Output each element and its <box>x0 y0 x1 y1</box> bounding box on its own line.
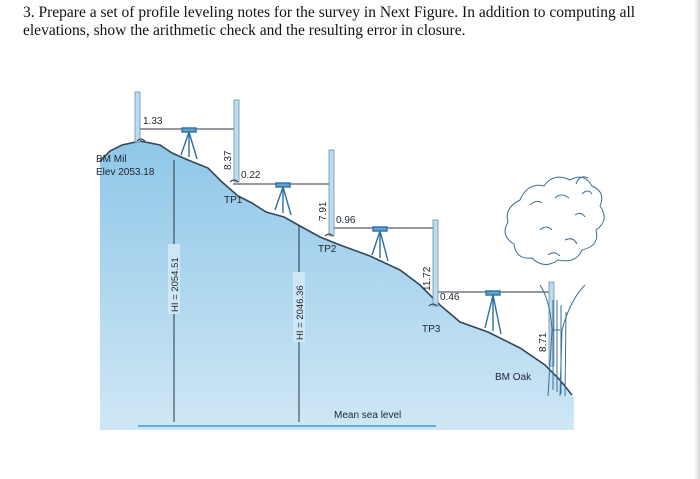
reading-bs1: 1.33 <box>143 116 163 127</box>
label-tp2: TP2 <box>318 244 337 255</box>
label-tp3: TP3 <box>422 324 441 335</box>
label-tp1: TP1 <box>224 195 243 206</box>
reading-fs2: 7.91 <box>318 201 329 221</box>
reading-fs3: 11.72 <box>422 266 433 291</box>
level-instrument-4 <box>484 290 502 335</box>
oak-tree-illustration <box>504 176 605 397</box>
label-bm-oak: BM Oak <box>495 372 532 383</box>
ground-line <box>99 140 573 396</box>
level-instrument-3 <box>371 226 389 262</box>
page-edge-shadow <box>694 0 700 479</box>
reading-bs2: 0.22 <box>241 170 261 181</box>
rod-tp3-fs <box>432 219 439 307</box>
label-bm-mil: BM Mil <box>96 154 127 165</box>
label-hi-1: HI = 2054.51 <box>170 257 181 312</box>
turning-point-markers <box>136 138 438 307</box>
rod-bm-mil <box>134 91 141 143</box>
level-instrument-2 <box>274 182 292 216</box>
label-bm-mil-elev: Elev 2053.18 <box>96 167 155 178</box>
level-instrument-1 <box>180 127 198 160</box>
rod-tp1-fs <box>233 99 240 183</box>
hi1-label-bg <box>168 244 180 314</box>
hi2-label-bg <box>293 272 305 342</box>
rod-tp2-fs <box>328 149 335 237</box>
reading-fs4: 8.71 <box>538 332 549 352</box>
reading-fs1: 8.37 <box>223 150 234 170</box>
reading-bs4: 0.46 <box>440 292 460 303</box>
terrain-profile <box>100 141 574 430</box>
question-text: 3. Prepare a set of profile leveling not… <box>23 4 636 39</box>
label-hi-2: HI = 2046.36 <box>295 285 306 340</box>
label-mean-sea-level: Mean sea level <box>334 410 401 421</box>
reading-bs3: 0.96 <box>336 215 356 226</box>
